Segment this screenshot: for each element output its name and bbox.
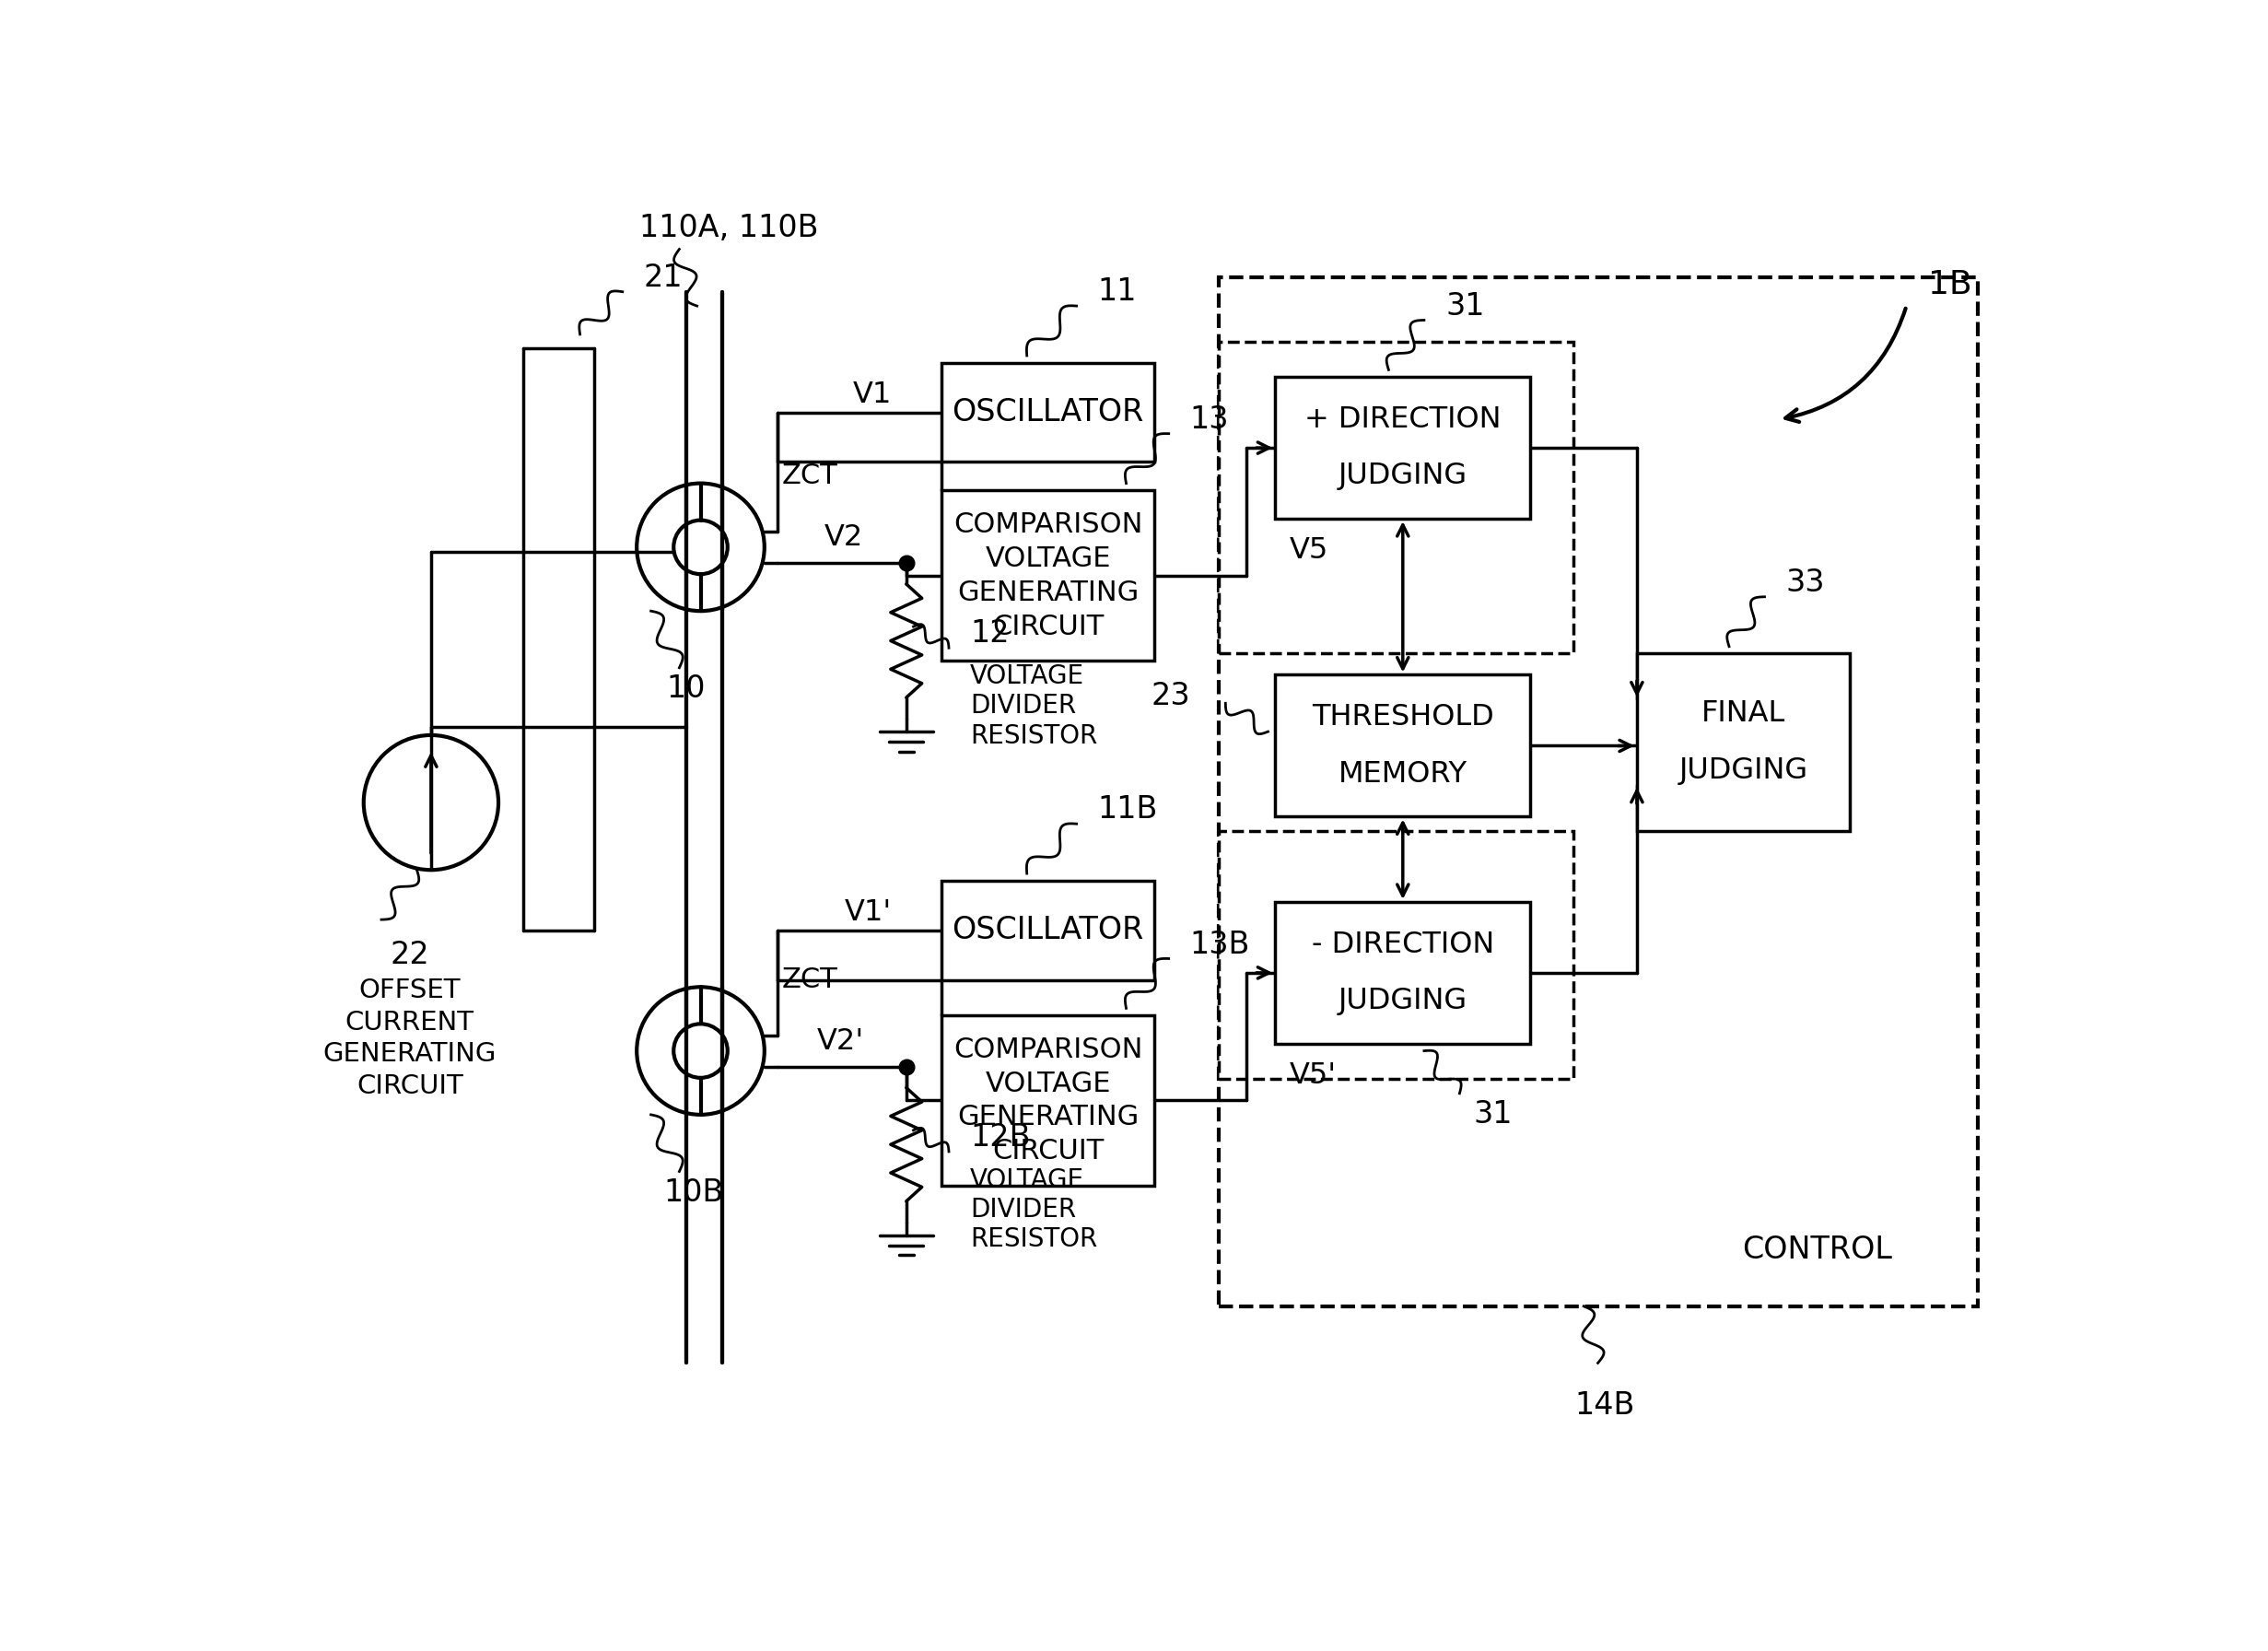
Text: 13: 13 [1191, 404, 1229, 434]
Text: V2: V2 [826, 523, 864, 551]
Bar [1218, 830, 1574, 1080]
Bar [941, 1015, 1154, 1185]
Text: DIVIDER: DIVIDER [971, 1197, 1077, 1223]
Text: 22: 22 [390, 939, 429, 971]
Text: RESISTOR: RESISTOR [971, 723, 1098, 750]
Text: 31: 31 [1445, 291, 1486, 322]
Text: JUDGING: JUDGING [1338, 462, 1467, 490]
Text: VOLTAGE: VOLTAGE [971, 1167, 1084, 1192]
Text: COMPARISON: COMPARISON [953, 1037, 1143, 1063]
Bar [1218, 277, 1978, 1306]
Text: V5': V5' [1288, 1062, 1336, 1090]
Text: DIVIDER: DIVIDER [971, 693, 1077, 718]
Text: RESISTOR: RESISTOR [971, 1227, 1098, 1253]
Text: VOLTAGE: VOLTAGE [984, 545, 1111, 571]
Text: 33: 33 [1785, 568, 1826, 598]
Text: COMPARISON: COMPARISON [953, 512, 1143, 538]
Text: V5: V5 [1288, 537, 1329, 565]
Bar [1275, 675, 1531, 817]
Text: 31: 31 [1474, 1100, 1513, 1129]
Text: CONTROL: CONTROL [1742, 1235, 1892, 1265]
Text: 13B: 13B [1191, 930, 1250, 959]
Text: 11B: 11B [1098, 794, 1159, 826]
Text: THRESHOLD: THRESHOLD [1311, 703, 1495, 731]
Text: 12B: 12B [971, 1123, 1030, 1152]
Text: VOLTAGE: VOLTAGE [971, 664, 1084, 688]
Text: VOLTAGE: VOLTAGE [984, 1070, 1111, 1096]
Text: CIRCUIT: CIRCUIT [993, 1138, 1105, 1166]
Text: 10: 10 [667, 674, 705, 705]
Text: 11: 11 [1098, 277, 1136, 307]
Text: 23: 23 [1150, 680, 1191, 712]
Text: 12: 12 [971, 619, 1009, 649]
Bar [941, 490, 1154, 660]
Text: GENERATING: GENERATING [957, 580, 1139, 606]
Bar [1637, 654, 1851, 830]
Text: 1B: 1B [1928, 269, 1971, 300]
Text: GENERATING: GENERATING [322, 1042, 497, 1067]
Text: MEMORY: MEMORY [1338, 759, 1467, 789]
Circle shape [674, 1024, 728, 1078]
Text: CURRENT: CURRENT [345, 1009, 474, 1035]
Bar [941, 363, 1154, 462]
Text: JUDGING: JUDGING [1678, 756, 1808, 784]
Text: CIRCUIT: CIRCUIT [356, 1073, 463, 1100]
Text: OSCILLATOR: OSCILLATOR [953, 915, 1143, 946]
Bar [1275, 376, 1531, 518]
Bar [1275, 901, 1531, 1043]
Text: OFFSET: OFFSET [358, 977, 460, 1004]
Text: 110A, 110B: 110A, 110B [640, 213, 819, 243]
Bar [1218, 342, 1574, 654]
Bar [941, 880, 1154, 981]
Text: ZCT: ZCT [782, 462, 839, 490]
Text: FINAL: FINAL [1701, 700, 1785, 728]
Text: V1': V1' [846, 898, 891, 926]
Text: 21: 21 [644, 263, 683, 292]
Text: JUDGING: JUDGING [1338, 987, 1467, 1015]
Text: CIRCUIT: CIRCUIT [993, 613, 1105, 641]
Text: V2': V2' [816, 1027, 864, 1057]
Text: 10B: 10B [662, 1177, 723, 1209]
Text: OSCILLATOR: OSCILLATOR [953, 398, 1143, 428]
Circle shape [674, 520, 728, 575]
Text: ZCT: ZCT [782, 966, 839, 994]
Text: V1: V1 [853, 380, 891, 409]
Text: GENERATING: GENERATING [957, 1105, 1139, 1131]
Text: 14B: 14B [1574, 1390, 1635, 1422]
Text: + DIRECTION: + DIRECTION [1304, 404, 1501, 434]
Text: - DIRECTION: - DIRECTION [1311, 930, 1495, 959]
